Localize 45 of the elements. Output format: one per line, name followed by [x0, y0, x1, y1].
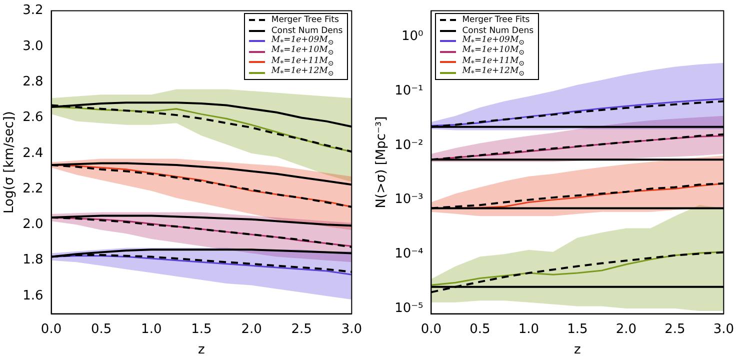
x-tick-label: 2.5	[291, 322, 312, 337]
y-tick-label: 2.8	[22, 74, 44, 90]
y-tick-label: 10⁻⁵	[394, 300, 424, 316]
legend-label: Merger Tree Fits	[462, 15, 530, 26]
x-tick-label: 0.5	[90, 322, 112, 337]
y-tick-label: 2.0	[22, 217, 44, 232]
x-tick-label: 1.0	[141, 322, 162, 337]
x-axis-title: z	[198, 342, 206, 358]
legend-label: Merger Tree Fits	[271, 15, 339, 26]
y-tick-label: 10⁻¹	[394, 83, 424, 98]
x-tick-label: 3.0	[341, 322, 362, 337]
legend-label: M$_{*}$=1e+11M$_{⊙}$	[271, 56, 334, 68]
x-tick-label: 3.0	[713, 322, 734, 337]
y-tick-label: 1.6	[22, 288, 44, 304]
x-tick-label: 1.5	[567, 322, 588, 337]
y-tick-label: 2.6	[22, 110, 44, 126]
x-tick-label: 1.5	[191, 322, 212, 337]
legend-label: M$_{*}$=1e+09M$_{⊙}$	[462, 34, 525, 46]
legend-label: M$_{*}$=1e+11M$_{⊙}$	[462, 56, 525, 68]
x-tick-label: 2.0	[241, 322, 262, 337]
y-tick-label: 2.4	[22, 146, 44, 161]
x-tick-label: 0.5	[470, 322, 490, 337]
y-tick-label: 10⁻⁴	[394, 246, 424, 262]
y-tick-label: 1.8	[22, 252, 44, 268]
y-axis-title: N(>σ) [Mpc⁻³]	[374, 116, 390, 208]
legend-label: M$_{*}$=1e+10M$_{⊙}$	[271, 45, 334, 57]
y-tick-label: 3.2	[22, 3, 44, 18]
legend-label: M$_{*}$=1e+12M$_{⊙}$	[462, 66, 525, 79]
legend-label: M$_{*}$=1e+12M$_{⊙}$	[271, 66, 334, 79]
legend-label: M$_{*}$=1e+10M$_{⊙}$	[462, 45, 525, 57]
y-tick-label: 3.0	[22, 38, 44, 54]
x-axis-title: z	[574, 342, 582, 358]
y-axis-title: Log(σ [km/sec])	[2, 111, 18, 214]
legend-label: M$_{*}$=1e+09M$_{⊙}$	[271, 34, 334, 46]
x-tick-label: 2.0	[616, 322, 637, 337]
y-tick-label: 2.2	[22, 181, 44, 196]
y-tick-label: 10⁻³	[394, 192, 424, 208]
x-tick-label: 0.0	[420, 322, 442, 337]
x-tick-label: 0.0	[40, 322, 62, 337]
x-tick-label: 2.5	[664, 322, 686, 337]
legend-label: Const Num Dens	[462, 26, 534, 36]
x-tick-label: 1.0	[518, 322, 540, 337]
legend-label: Const Num Dens	[271, 26, 343, 36]
y-tick-label: 10⁰	[401, 29, 424, 44]
y-tick-label: 10⁻²	[394, 138, 424, 153]
